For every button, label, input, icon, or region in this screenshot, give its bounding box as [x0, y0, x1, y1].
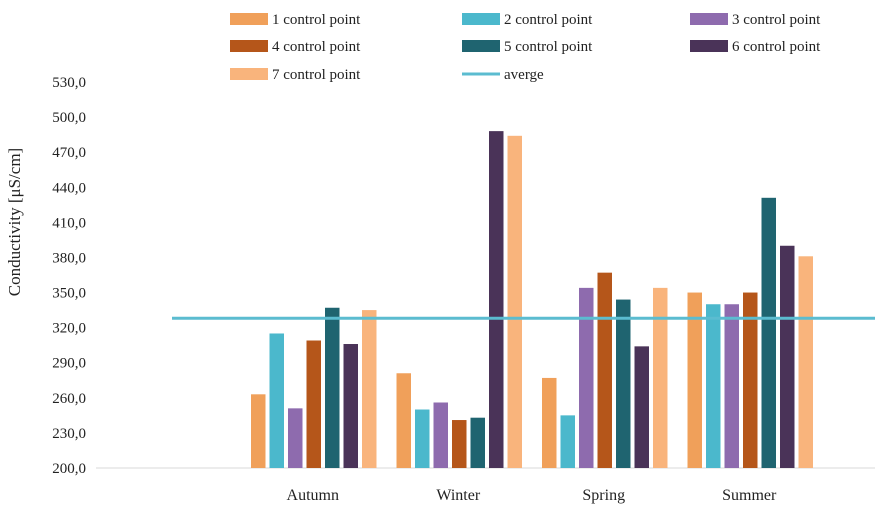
legend-swatch: [462, 40, 500, 52]
bar-3-winter: [433, 402, 448, 468]
legend-swatch: [230, 68, 268, 80]
y-tick-label: 350,0: [52, 286, 86, 302]
legend: 1 control point 2 control point 3 control …: [230, 12, 821, 83]
bar-3-spring: [579, 287, 594, 468]
y-tick-label: 470,0: [52, 145, 86, 161]
y-axis: 200,0 230,0 260,0 290,0 320,0 350,0 380,0 410,0…: [52, 75, 86, 477]
legend-label: 4 control point: [272, 39, 361, 55]
bar-1-spring: [542, 377, 557, 468]
bar-3-summer: [724, 304, 739, 468]
legend-swatch: [462, 13, 500, 25]
legend-swatch: [230, 13, 268, 25]
category-label: Autumn: [287, 487, 339, 504]
bars: [251, 131, 813, 469]
bar-4-autumn: [306, 340, 321, 468]
category-label: Spring: [582, 487, 625, 504]
legend-label: 3 control point: [732, 12, 821, 28]
bar-6-winter: [489, 131, 504, 469]
bar-6-autumn: [343, 344, 358, 468]
bar-7-summer: [798, 256, 813, 468]
legend-label: 5 control point: [504, 39, 593, 55]
bar-5-spring: [616, 299, 631, 468]
y-tick-label: 290,0: [52, 356, 86, 372]
y-tick-label: 260,0: [52, 391, 86, 407]
y-tick-label: 500,0: [52, 110, 86, 126]
bar-4-winter: [452, 420, 467, 468]
y-tick-label: 320,0: [52, 321, 86, 337]
y-tick-label: 530,0: [52, 75, 86, 91]
legend-label: 2 control point: [504, 12, 593, 28]
bar-1-winter: [396, 373, 411, 468]
legend-swatch: [690, 40, 728, 52]
y-axis-label: Conductivity [μS/cm]: [5, 148, 24, 296]
category-label: Summer: [722, 487, 777, 504]
y-tick-label: 380,0: [52, 250, 86, 266]
bar-2-spring: [560, 415, 575, 468]
bar-5-autumn: [325, 307, 340, 468]
bar-6-spring: [634, 346, 649, 468]
bar-5-winter: [470, 417, 485, 468]
legend-swatch: [230, 40, 268, 52]
category-label: Winter: [436, 487, 480, 504]
bar-2-winter: [415, 409, 430, 468]
bar-5-summer: [761, 197, 776, 469]
bar-6-summer: [780, 245, 795, 468]
x-axis: Autumn Winter Spring Summer: [287, 487, 778, 504]
legend-label: 6 control point: [732, 39, 821, 55]
y-tick-label: 230,0: [52, 426, 86, 442]
legend-label: 7 control point: [272, 67, 361, 83]
bar-2-summer: [706, 304, 721, 468]
bar-2-autumn: [269, 333, 284, 468]
legend-label: averge: [504, 67, 544, 83]
bar-1-summer: [687, 292, 702, 468]
bar-4-spring: [597, 272, 612, 468]
bar-7-winter: [507, 135, 522, 468]
bar-3-autumn: [288, 408, 303, 468]
bar-7-autumn: [362, 310, 377, 468]
y-tick-label: 440,0: [52, 180, 86, 196]
y-tick-label: 410,0: [52, 215, 86, 231]
legend-label: 1 control point: [272, 12, 361, 28]
bar-1-autumn: [251, 394, 266, 468]
y-tick-label: 200,0: [52, 461, 86, 477]
legend-swatch: [690, 13, 728, 25]
bar-4-summer: [743, 292, 758, 468]
bar-7-spring: [653, 287, 668, 468]
